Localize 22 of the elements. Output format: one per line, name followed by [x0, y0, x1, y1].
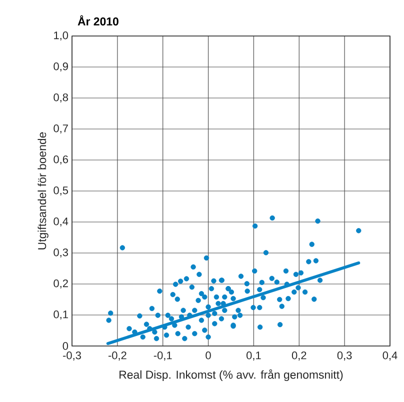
x-tick-label: -0,2: [108, 352, 126, 361]
y-tick-label: 0,9: [54, 62, 68, 72]
y-tick-label: 1,0: [54, 31, 68, 41]
y-tick-label: 0,2: [54, 279, 68, 289]
y-tick-label: 0,4: [54, 217, 68, 227]
y-tick-label: 0,6: [54, 155, 68, 165]
y-tick-label: 0,8: [54, 93, 68, 103]
x-tick-label: -0,1: [154, 352, 172, 361]
y-tick-label: 0,5: [54, 186, 68, 196]
x-tick-label: 0: [206, 352, 211, 360]
x-tick-label: 0,2: [292, 352, 306, 361]
x-tick-label: 0,1: [246, 352, 261, 361]
chart-title: År 2010: [78, 15, 118, 26]
y-tick-label: 0,1: [54, 310, 68, 320]
x-tick-label: -0,3: [63, 352, 81, 361]
y-axis-title: Utgiftsandel för boende: [38, 132, 48, 250]
x-tick-label: 0,4: [382, 352, 398, 361]
y-tick-label: 0,7: [54, 124, 68, 134]
x-axis-title: Real Disp. Inkomst (% avv. från genomsnitt): [120, 369, 343, 382]
y-tick-label: 0: [62, 342, 68, 350]
x-tick-label: 0,3: [337, 352, 352, 361]
y-tick-label: 0,3: [54, 248, 68, 258]
